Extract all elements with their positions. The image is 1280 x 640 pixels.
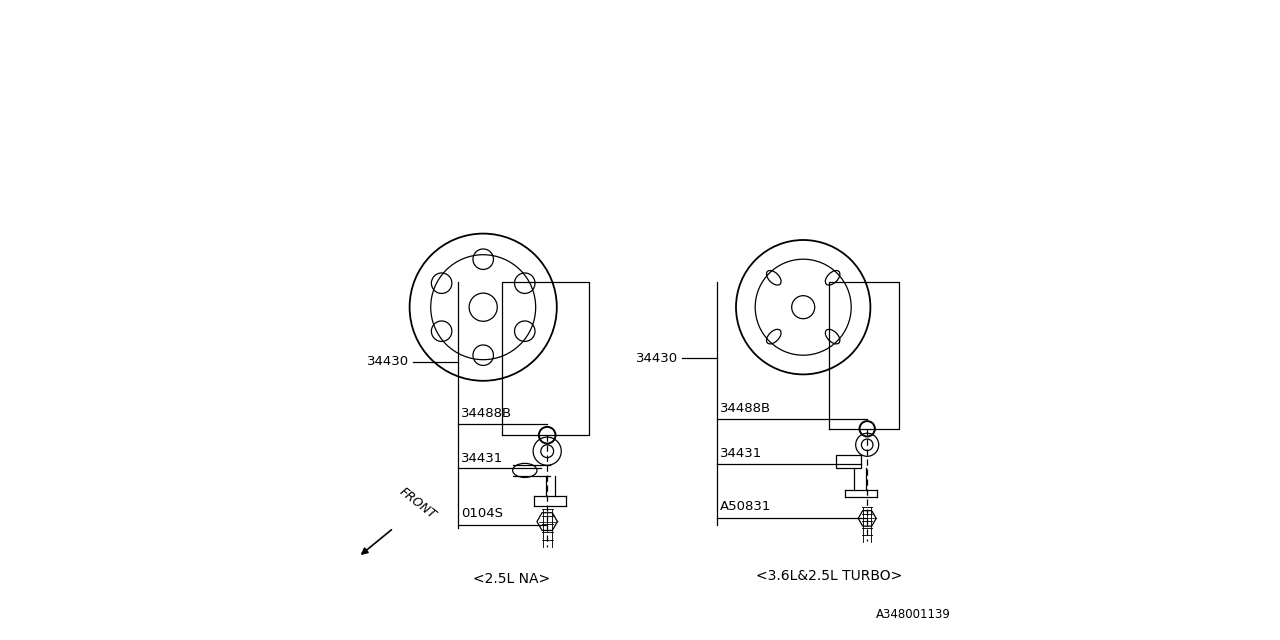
Text: 34488B: 34488B	[461, 407, 512, 420]
Bar	[837, 455, 861, 468]
Text: 34488B: 34488B	[719, 403, 771, 415]
Text: <2.5L NA>: <2.5L NA>	[474, 572, 550, 586]
Text: <3.6L&2.5L TURBO>: <3.6L&2.5L TURBO>	[755, 569, 902, 583]
Text: FRONT: FRONT	[397, 485, 439, 522]
Text: 34431: 34431	[719, 447, 763, 460]
Text: A50831: A50831	[719, 500, 772, 513]
Text: 0104S: 0104S	[461, 507, 503, 520]
Text: 34430: 34430	[636, 352, 678, 365]
Text: 34431: 34431	[461, 452, 503, 465]
Text: 34430: 34430	[367, 355, 410, 368]
Text: A348001139: A348001139	[876, 608, 950, 621]
